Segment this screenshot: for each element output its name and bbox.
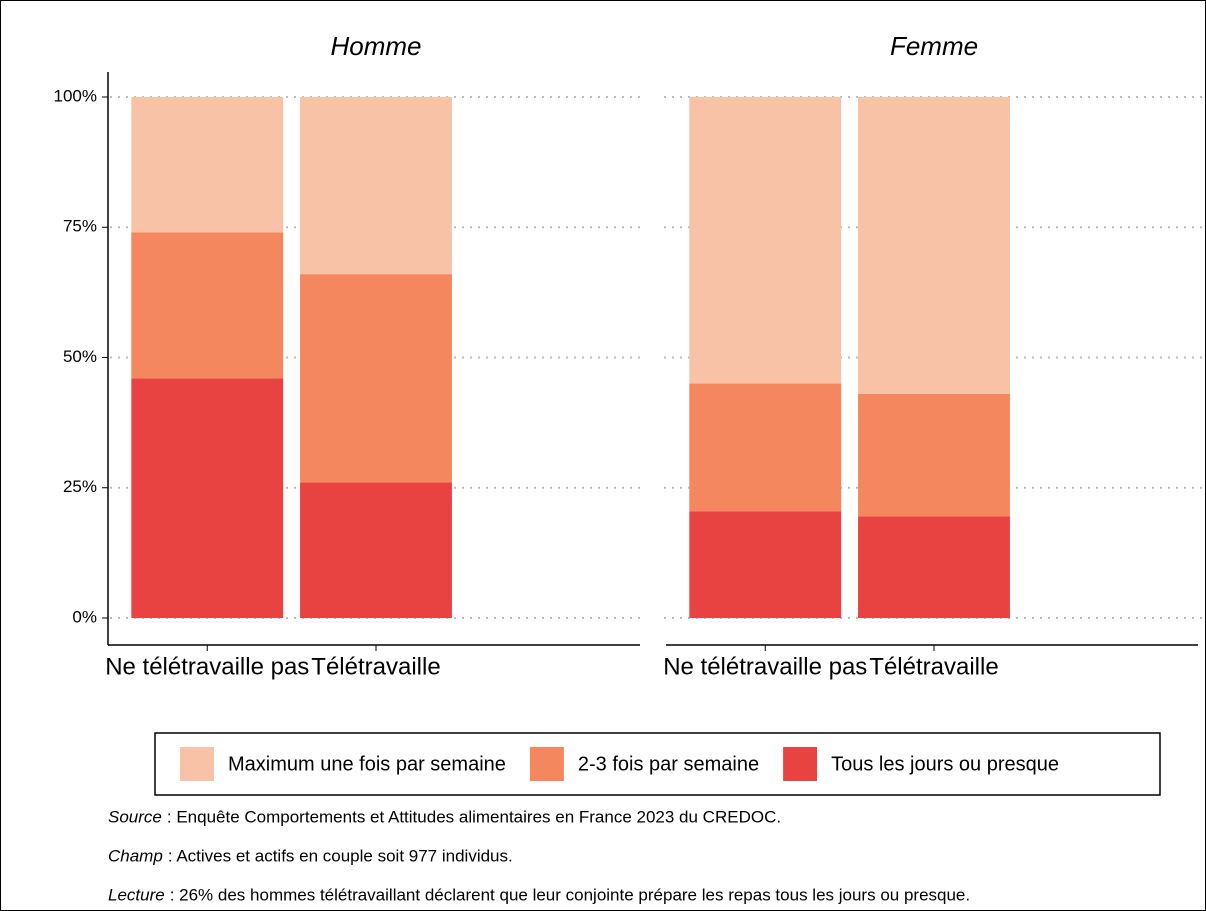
bar-segment	[858, 516, 1010, 618]
x-tick-label: Télétravaille	[311, 653, 440, 680]
bar-segment	[689, 97, 842, 384]
legend-label: Tous les jours ou presque	[831, 753, 1059, 775]
bar-segment	[858, 393, 1010, 517]
note-label: Champ	[108, 846, 163, 865]
bar-segment	[858, 97, 1010, 394]
bar-segment	[300, 97, 452, 275]
legend-swatch	[783, 747, 818, 781]
legend-label: 2-3 fois par semaine	[578, 753, 759, 775]
y-tick-label: 75%	[63, 217, 97, 236]
bar-segment	[689, 383, 842, 512]
y-tick-label: 0%	[72, 607, 97, 626]
note-label: Lecture	[108, 885, 165, 904]
y-tick-label: 50%	[63, 347, 97, 366]
note-label: Source	[108, 807, 162, 826]
legend-box	[154, 732, 1161, 796]
note-text: : Enquête Comportements et Attitudes ali…	[167, 807, 781, 826]
legend-swatch	[180, 747, 214, 781]
legend-label: Maximum une fois par semaine	[228, 753, 506, 775]
note-text: : 26% des hommes télétravaillant déclare…	[170, 885, 970, 904]
legend-swatch	[529, 747, 564, 781]
bar-segment	[131, 97, 284, 233]
bar-segment	[300, 274, 452, 483]
bar-segment	[131, 232, 284, 379]
bar-segment	[689, 511, 842, 618]
x-tick-label: Ne télétravaille pas	[663, 653, 867, 680]
x-tick-label: Ne télétravaille pas	[105, 653, 309, 680]
facet-title: Femme	[890, 31, 978, 61]
bar-segment	[300, 482, 452, 618]
bar-segment	[131, 378, 284, 618]
note-text: : Actives et actifs en couple soit 977 i…	[168, 846, 513, 865]
y-tick-label: 100%	[54, 86, 97, 105]
x-tick-label: Télétravaille	[869, 653, 998, 680]
y-tick-label: 25%	[63, 477, 97, 496]
facet-title: Homme	[330, 31, 421, 61]
